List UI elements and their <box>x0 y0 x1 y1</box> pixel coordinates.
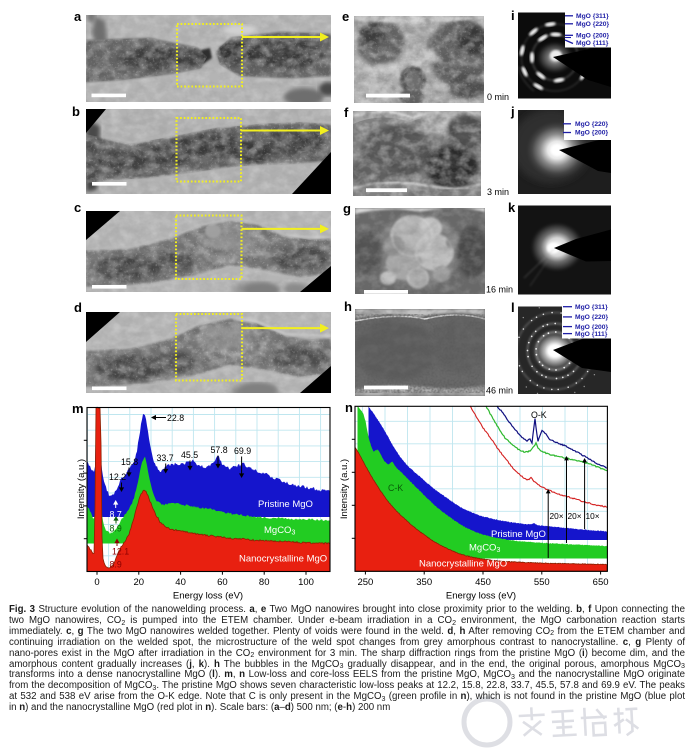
svg-text:MgO {220}: MgO {220} <box>575 121 608 128</box>
svg-text:c: c <box>74 200 81 215</box>
svg-text:57.8: 57.8 <box>211 445 228 455</box>
svg-text:MgO {200}: MgO {200} <box>575 324 608 331</box>
svg-text:100: 100 <box>298 577 314 588</box>
svg-text:Energy loss (eV): Energy loss (eV) <box>173 591 243 602</box>
svg-text:20×: 20× <box>568 511 582 521</box>
svg-text:16 min: 16 min <box>486 285 513 295</box>
svg-text:MgO {200}: MgO {200} <box>576 33 609 40</box>
svg-text:0 min: 0 min <box>487 92 509 102</box>
svg-text:60: 60 <box>217 577 228 588</box>
svg-text:46 min: 46 min <box>486 386 513 396</box>
svg-text:69.9: 69.9 <box>234 446 251 456</box>
svg-text:Pristine MgO: Pristine MgO <box>491 529 546 540</box>
svg-text:10×: 10× <box>586 511 600 521</box>
svg-text:d: d <box>74 300 82 315</box>
svg-text:b: b <box>72 104 80 119</box>
svg-text:j: j <box>510 104 515 119</box>
svg-text:8.7: 8.7 <box>110 510 122 520</box>
svg-text:i: i <box>511 8 515 23</box>
svg-text:20: 20 <box>134 577 145 588</box>
svg-text:40: 40 <box>175 577 186 588</box>
svg-text:k: k <box>508 200 516 215</box>
svg-text:0: 0 <box>94 577 99 588</box>
svg-text:550: 550 <box>534 577 550 588</box>
svg-text:C-K: C-K <box>388 483 403 493</box>
svg-text:Nanocrystalline MgO: Nanocrystalline MgO <box>419 559 507 570</box>
svg-text:e: e <box>342 9 349 24</box>
svg-text:MgO {311}: MgO {311} <box>575 304 608 311</box>
svg-text:Energy loss (eV): Energy loss (eV) <box>446 591 516 602</box>
svg-text:22.8: 22.8 <box>167 413 184 423</box>
svg-text:20×: 20× <box>550 511 564 521</box>
svg-text:Intensity (a.u.): Intensity (a.u.) <box>339 459 350 519</box>
svg-text:n: n <box>345 400 353 415</box>
svg-text:450: 450 <box>475 577 491 588</box>
svg-text:MgCO3: MgCO3 <box>469 543 500 555</box>
svg-text:MgO {220}: MgO {220} <box>576 21 609 28</box>
svg-text:O-K: O-K <box>531 410 547 420</box>
svg-text:250: 250 <box>357 577 373 588</box>
svg-text:45.5: 45.5 <box>181 450 198 460</box>
svg-text:h: h <box>344 299 352 314</box>
svg-text:MgO {200}: MgO {200} <box>575 130 608 137</box>
svg-text:350: 350 <box>416 577 432 588</box>
svg-text:MgO {111}: MgO {111} <box>575 331 608 338</box>
svg-text:3 min: 3 min <box>487 187 509 197</box>
svg-text:m: m <box>72 401 84 416</box>
svg-text:Nanocrystalline MgO: Nanocrystalline MgO <box>239 554 327 565</box>
svg-text:a: a <box>74 9 82 24</box>
svg-text:g: g <box>343 201 351 216</box>
svg-text:MgCO3: MgCO3 <box>264 525 295 537</box>
svg-text:12.1: 12.1 <box>112 547 129 557</box>
svg-text:80: 80 <box>259 577 270 588</box>
svg-text:Intensity (a.u.): Intensity (a.u.) <box>76 459 87 519</box>
svg-text:Pristine MgO: Pristine MgO <box>258 499 313 510</box>
svg-text:MgO {220}: MgO {220} <box>575 314 608 321</box>
svg-text:MgO {311}: MgO {311} <box>576 13 609 20</box>
svg-text:8.9: 8.9 <box>110 560 122 570</box>
svg-text:33.7: 33.7 <box>157 453 174 463</box>
svg-text:12.2: 12.2 <box>109 472 126 482</box>
svg-text:f: f <box>344 105 349 120</box>
svg-text:8.9: 8.9 <box>110 524 122 534</box>
svg-text:l: l <box>511 300 515 315</box>
svg-text:MgO {111}: MgO {111} <box>576 40 609 47</box>
svg-text:15.8: 15.8 <box>121 457 138 467</box>
svg-text:650: 650 <box>593 577 609 588</box>
